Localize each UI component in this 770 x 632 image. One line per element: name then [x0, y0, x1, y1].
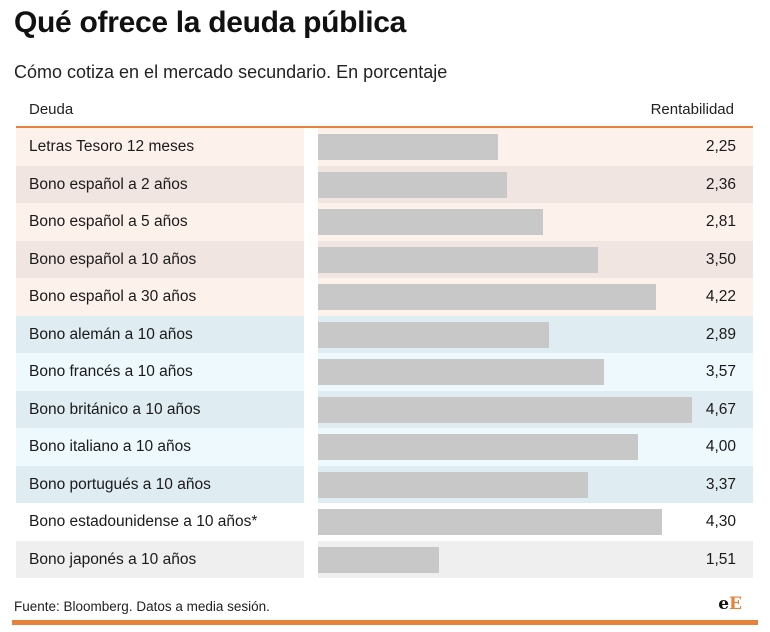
row-bar-cell: 1,51: [318, 540, 753, 578]
table-row: Bono alemán a 10 años 2,89: [16, 315, 753, 353]
logo-letter-e: e: [718, 594, 730, 614]
row-bar-cell: 3,37: [318, 465, 753, 503]
value-label: 3,50: [705, 250, 736, 268]
table-row: Bono español a 5 años 2,81: [16, 203, 753, 241]
value-label: 2,36: [705, 175, 736, 193]
category-label: Bono italiano a 10 años: [29, 438, 192, 455]
value-label: 4,00: [705, 438, 736, 455]
table-row: Bono británico a 10 años 4,67: [16, 390, 753, 428]
row-gap: [304, 428, 318, 466]
row-label-cell: Bono británico a 10 años: [16, 390, 304, 428]
table-row: Bono francés a 10 años 3,57: [16, 353, 753, 391]
page-title: Qué ofrece la deuda pública: [14, 6, 407, 39]
category-label: Bono francés a 10 años: [29, 363, 193, 380]
value-label: 2,89: [705, 325, 736, 343]
logo-letter-E: E: [729, 594, 742, 614]
data-bar: [318, 509, 663, 535]
row-gap: [304, 353, 318, 391]
page-subtitle: Cómo cotiza en el mercado secundario. En…: [14, 62, 448, 82]
row-label-cell: Bono español a 10 años: [16, 240, 304, 278]
category-label: Letras Tesoro 12 meses: [29, 138, 195, 155]
value-label: 4,67: [705, 400, 736, 418]
row-gap: [304, 128, 318, 166]
row-gap: [304, 540, 318, 578]
value-label: 2,25: [705, 138, 736, 155]
footer-accent-bar: [12, 620, 758, 625]
data-bar: [318, 434, 639, 460]
row-label-cell: Bono español a 2 años: [16, 165, 304, 203]
category-label: Bono español a 30 años: [29, 288, 197, 305]
data-bar: [318, 209, 544, 235]
table-row: Bono español a 10 años 3,50: [16, 240, 753, 278]
table-row: Bono estadounidense a 10 años* 4,30: [16, 503, 753, 541]
value-label: 4,30: [705, 513, 736, 530]
data-bar: [318, 246, 599, 273]
row-label-cell: Bono francés a 10 años: [16, 353, 304, 391]
column-header-debt: Deuda: [29, 101, 74, 118]
row-bar-cell: 4,30: [318, 503, 753, 541]
row-gap: [304, 165, 318, 203]
row-bar-cell: 4,22: [318, 278, 753, 316]
source-note: Fuente: Bloomberg. Datos a media sesión.: [14, 599, 270, 614]
data-bar: [318, 396, 692, 423]
value-label: 3,37: [705, 475, 736, 493]
row-bar-cell: 4,67: [318, 390, 753, 428]
row-label-cell: Bono español a 30 años: [16, 278, 304, 316]
table-row: Bono español a 2 años 2,36: [16, 165, 753, 203]
category-label: Bono japonés a 10 años: [29, 550, 197, 568]
row-gap: [304, 503, 318, 541]
value-label: 2,81: [705, 213, 736, 230]
row-label-cell: Bono italiano a 10 años: [16, 428, 304, 466]
row-bar-cell: 2,36: [318, 165, 753, 203]
row-bar-cell: 3,57: [318, 353, 753, 391]
data-bar: [318, 546, 439, 573]
row-label-cell: Bono español a 5 años: [16, 203, 304, 241]
bar-chart-table: Letras Tesoro 12 meses 2,25 Bono español a…: [16, 128, 753, 578]
row-bar-cell: 2,25: [318, 128, 753, 166]
table-row: Bono español a 30 años 4,22: [16, 278, 753, 316]
data-bar: [318, 284, 656, 310]
data-bar: [318, 359, 604, 385]
header-divider: [16, 126, 753, 128]
data-bar: [318, 134, 499, 160]
row-bar-cell: 2,89: [318, 315, 753, 353]
data-bar: [318, 471, 588, 498]
row-gap: [304, 315, 318, 353]
row-bar-cell: 4,00: [318, 428, 753, 466]
column-header-yield: Rentabilidad: [650, 101, 734, 118]
table-row: Bono italiano a 10 años 4,00: [16, 428, 753, 466]
value-label: 1,51: [705, 550, 736, 568]
row-label-cell: Bono alemán a 10 años: [16, 315, 304, 353]
table-row: Letras Tesoro 12 meses 2,25: [16, 128, 753, 166]
value-label: 3,57: [705, 363, 736, 380]
data-bar: [318, 171, 507, 198]
row-gap: [304, 465, 318, 503]
data-bar: [318, 321, 550, 348]
row-gap: [304, 278, 318, 316]
category-label: Bono español a 5 años: [29, 213, 188, 230]
row-gap: [304, 203, 318, 241]
row-label-cell: Bono estadounidense a 10 años*: [16, 503, 304, 541]
category-label: Bono español a 2 años: [29, 175, 188, 193]
brand-logo: eE: [718, 594, 742, 614]
row-bar-cell: 3,50: [318, 240, 753, 278]
category-label: Bono alemán a 10 años: [29, 325, 193, 343]
category-label: Bono estadounidense a 10 años*: [29, 513, 258, 530]
table-row: Bono portugués a 10 años 3,37: [16, 465, 753, 503]
table-row: Bono japonés a 10 años 1,51: [16, 540, 753, 578]
category-label: Bono británico a 10 años: [29, 400, 201, 418]
row-label-cell: Letras Tesoro 12 meses: [16, 128, 304, 166]
row-label-cell: Bono japonés a 10 años: [16, 540, 304, 578]
value-label: 4,22: [705, 288, 736, 305]
row-label-cell: Bono portugués a 10 años: [16, 465, 304, 503]
category-label: Bono español a 10 años: [29, 250, 197, 268]
category-label: Bono portugués a 10 años: [29, 475, 211, 493]
row-gap: [304, 240, 318, 278]
row-bar-cell: 2,81: [318, 203, 753, 241]
row-gap: [304, 390, 318, 428]
